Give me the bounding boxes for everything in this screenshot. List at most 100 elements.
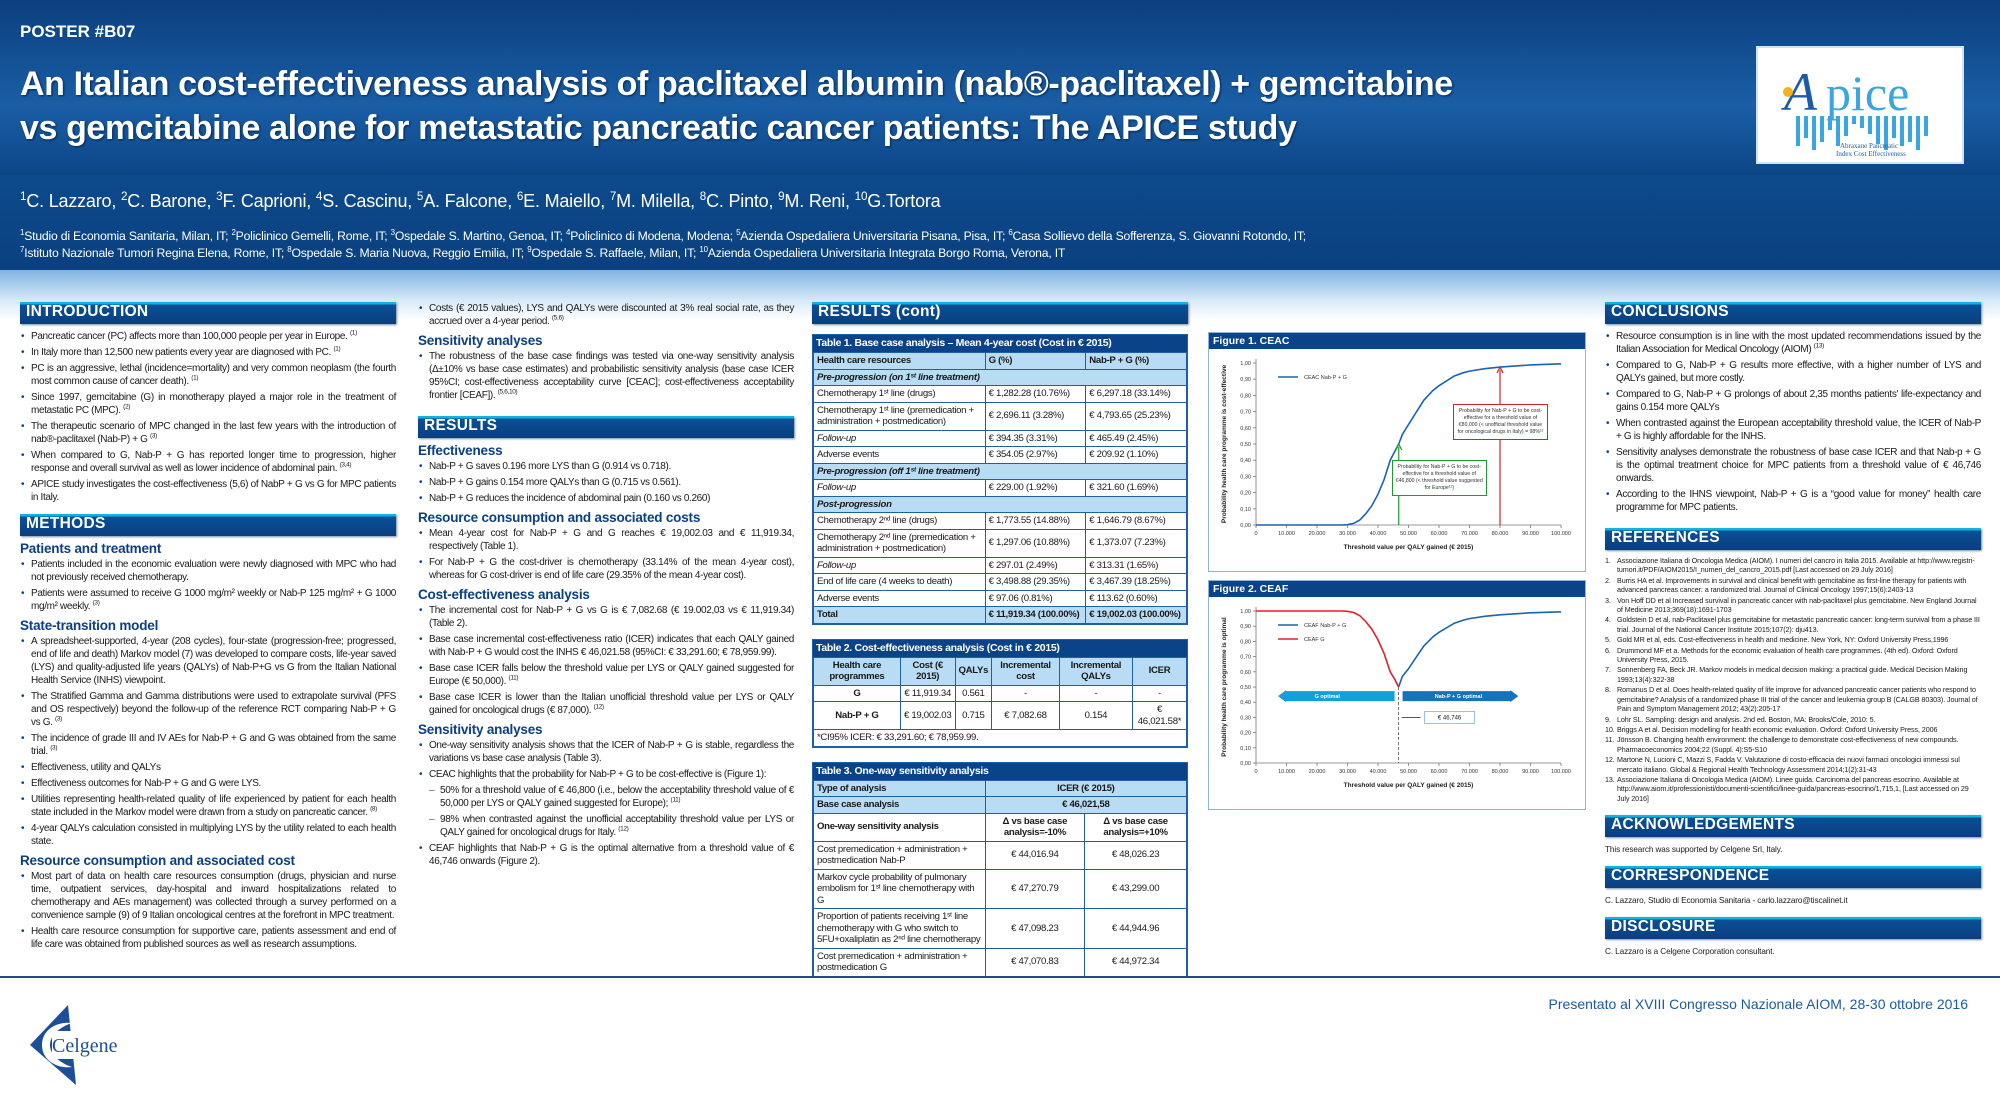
list-item: Sensitivity analyses demonstrate the rob…: [1605, 446, 1981, 485]
section-label: Pre-progression (off 1ˢᵗ line treatment): [813, 462, 1187, 480]
item-text: According to the IHNS viewpoint, Nab-P +…: [1616, 489, 1981, 513]
celgene-wordmark: Celgene: [52, 1035, 118, 1057]
figure-2: Figure 2. CEAF 0,00 0,10 0,20 0,30 0,40 0,50 0…: [1208, 580, 1586, 810]
table-row: Post-progression: [813, 495, 1187, 513]
table-cell: € 229.00 (1.92%): [984, 479, 1087, 497]
patients-heading: Patients and treatment: [20, 541, 162, 556]
table-cell: Chemotherapy 1ˢᵗ line (premedication + a…: [813, 401, 986, 431]
affiliation-number: 1: [20, 227, 25, 237]
green-arrowhead: [1395, 442, 1403, 451]
list-item: A spreadsheet-supported, 4-year (208 cyc…: [20, 635, 396, 687]
reference-text: Goldstein D et al. nab-Paclitaxel plus g…: [1617, 615, 1980, 634]
table-row: Proportion of patients receiving 1ˢᵗ lin…: [813, 908, 1187, 949]
table-cell: Proportion of patients receiving 1ˢᵗ lin…: [813, 908, 986, 949]
figure-2-caption: Figure 2. CEAF: [1209, 581, 1585, 597]
table-cell: € 1,773.55 (14.88%): [984, 512, 1087, 530]
reference-marker: (1): [349, 329, 357, 337]
reference-number: 9.: [1605, 714, 1611, 724]
figure-1-caption: Figure 1. CEAC: [1209, 333, 1585, 349]
x-tick-label: 100.000: [1551, 531, 1571, 537]
x-tick-label: 100.000: [1551, 769, 1571, 775]
title-line-1: An Italian cost-effectiveness analysis o…: [20, 65, 1453, 103]
results-heading: RESULTS: [418, 416, 794, 438]
reference-item: 13. Associazione Italiana di Oncologia Me…: [1605, 775, 1981, 803]
list-item: Costs (€ 2015 values), LYS and QALYs wer…: [418, 302, 794, 328]
reference-marker: (5,6): [551, 314, 564, 322]
affiliation-number: 9: [778, 190, 785, 203]
header-glow: [0, 0, 2000, 175]
list-item: In Italy more than 12,500 new patients e…: [20, 346, 396, 359]
list-item: Base case incremental cost-effectiveness…: [418, 633, 794, 659]
red-annotation: Probability for Nab-P + G to be cost-eff…: [1453, 403, 1548, 440]
icer-label: ICER (€ 2015): [984, 779, 1188, 797]
table-row: Chemotherapy 2ⁿᵈ line (drugs) € 1,773.55 …: [813, 512, 1187, 530]
affiliation-text: Ospedale S. Martino, Genoa, IT;: [394, 229, 563, 243]
figure-1: Figure 1. CEAC 0,00 0,10 0,20 0,30 0,40 0,50 0…: [1208, 332, 1586, 572]
list-item: Base case ICER is lower than the Italian…: [418, 691, 794, 717]
type-of-analysis-label: Type of analysis: [813, 779, 986, 797]
item-text: The Stratified Gamma and Gamma distribut…: [31, 691, 396, 728]
affiliation-number: 7: [20, 244, 25, 254]
table-row: Nab-P + G € 19,002.03 0.715 € 7,082.68 0.154…: [813, 701, 1188, 730]
one-way-label: One-way sensitivity analysis: [813, 812, 986, 842]
table-cell: € 1,646.79 (8.67%): [1085, 512, 1187, 530]
affiliation-number: 2: [120, 190, 128, 203]
table-cell: € 354.05 (2.97%): [984, 446, 1087, 464]
correspondence-text[interactable]: C. Lazzaro, Studio di Economia Sanitaria…: [1605, 896, 1848, 906]
table-cell: € 1,282.28 (10.76%): [984, 385, 1087, 403]
author: 8C. Pinto: [700, 191, 769, 211]
correspondence-heading: CORRESPONDENCE: [1605, 866, 1981, 889]
column-2: Costs (€ 2015 values), LYS and QALYs wer…: [418, 302, 794, 871]
table-cell: € 19,002.03 (100.00%): [1085, 606, 1187, 624]
results-cont-heading: RESULTS (cont): [812, 302, 1188, 324]
affiliation: 6Casa Sollievo della Sofferenza, S. Giov…: [1008, 228, 1306, 243]
resources-list: Most part of data on health care resourc…: [20, 870, 396, 951]
affiliation: 9Ospedale S. Raffaele, Milan, IT;: [527, 245, 696, 260]
y-tick-label: 0,60: [1240, 670, 1251, 676]
table-cell: Follow-up: [813, 556, 986, 574]
conclusions-list: Resource consumption is in line with the…: [1605, 330, 1981, 514]
table-cell: € 44,016.94: [984, 840, 1086, 870]
author: 10G.Tortora: [855, 191, 941, 211]
table-row: Follow-up € 229.00 (1.92%) € 321.60 (1.69%…: [813, 479, 1187, 497]
table-row: Markov cycle probability of pulmonary em…: [813, 868, 1187, 909]
table-row: Chemotherapy 2ⁿᵈ line (premedication + a…: [813, 528, 1187, 558]
list-item: The robustness of the base case findings…: [418, 350, 794, 402]
reference-number: 8.: [1605, 685, 1611, 695]
legend-label: CEAC Nab-P + G: [1304, 375, 1347, 381]
affiliation-number: 8: [287, 244, 292, 254]
x-tick-label: 30.000: [1339, 531, 1356, 537]
patients-list: Patients included in the economic evalua…: [20, 558, 396, 613]
table-row: Follow-up € 297.01 (2.49%) € 313.31 (1.65%…: [813, 556, 1187, 574]
table-row: Chemotherapy 1ˢᵗ line (drugs) € 1,282.28 …: [813, 385, 1187, 403]
list-item: One-way sensitivity analysis shows that …: [418, 739, 794, 765]
item-text: When contrasted against the European acc…: [1616, 418, 1981, 442]
reference-number: 1.: [1605, 556, 1611, 565]
reference-text: Von Hoff DD et al Increased survival in …: [1617, 595, 1977, 615]
acknowledgements-heading: ACKNOWLEDGEMENTS: [1605, 815, 1981, 838]
item-text: For Nab-P + G the cost-driver is chemoth…: [429, 557, 794, 581]
list-item: Compared to G, Nab-P + G results more ef…: [1605, 359, 1981, 385]
item-text: Nab-P + G reduces the incidence of abdom…: [429, 493, 711, 504]
congress-note: Presentato al XVIII Congresso Nazionale …: [1548, 996, 1968, 1012]
reference-text: Lohr SL. Sampling: design and analysis. …: [1617, 714, 1876, 724]
y-tick-label: 1,00: [1240, 361, 1251, 367]
reference-marker: (3): [50, 744, 58, 752]
reference-marker: (3): [150, 432, 157, 440]
author: 7M. Milella: [610, 191, 691, 211]
table-cell: € 48,026.23: [1084, 840, 1187, 870]
item-text: The incremental cost for Nab-P + G vs G …: [429, 605, 794, 629]
table-cell: € 465.49 (2.45%): [1085, 429, 1187, 447]
reference-item: 1. Associazione Italiana di Oncologia Med…: [1605, 556, 1981, 575]
reference-marker: (11): [508, 674, 519, 682]
reference-text: Gold MR et al, eds. Cost-effectiveness i…: [1617, 635, 1949, 645]
table-1-header: Health care resources: [813, 352, 986, 370]
reference-marker: (3): [55, 715, 62, 723]
green-annotation: Probability for Nab-P + G to be cost-eff…: [1391, 460, 1487, 497]
x-tick-label: 80.000: [1492, 531, 1509, 537]
table-cell: € 47,098.23: [984, 908, 1086, 949]
item-text: Utilities representing health-related qu…: [31, 794, 396, 818]
table-cell: Follow-up: [813, 429, 986, 447]
list-item: Effectiveness outcomes for Nab-P + G and…: [20, 777, 396, 790]
table-row: Chemotherapy 1ˢᵗ line (premedication + a…: [813, 401, 1187, 431]
